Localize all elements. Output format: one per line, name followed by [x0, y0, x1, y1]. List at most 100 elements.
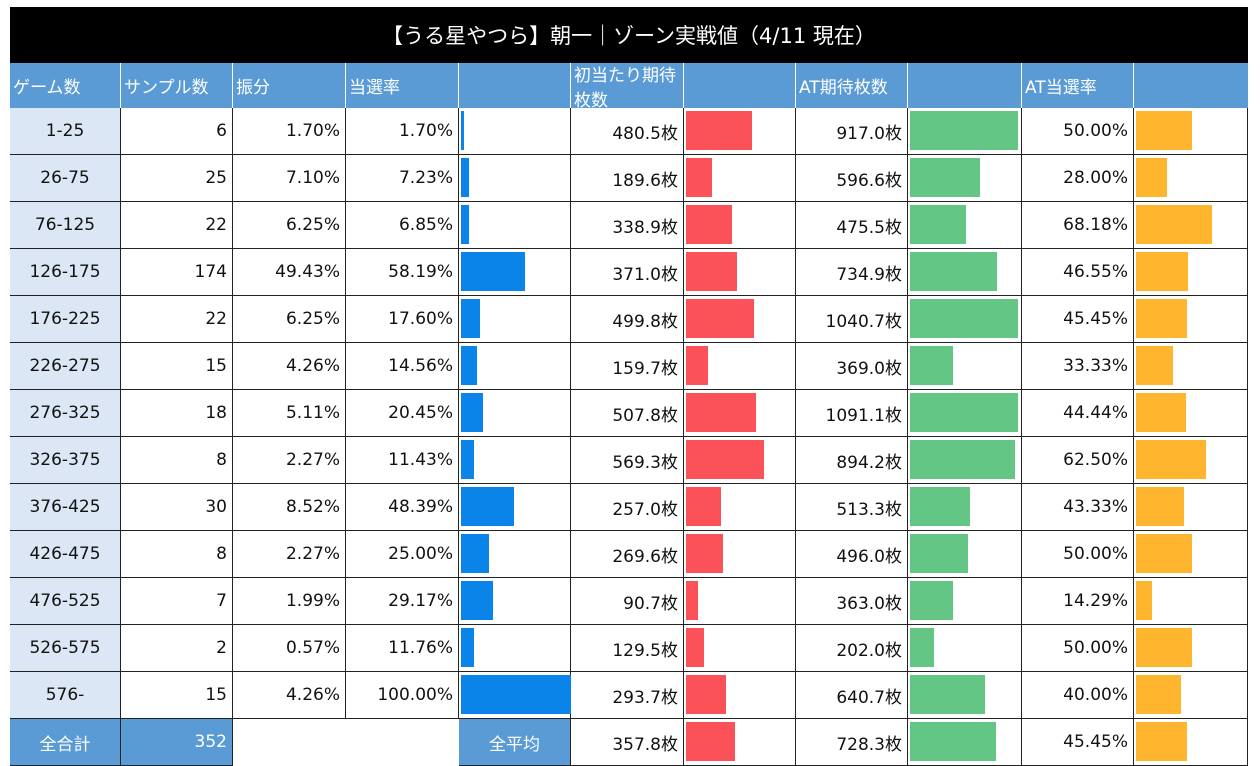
zone-cell: 426-475	[10, 531, 121, 578]
rate-bar	[461, 487, 514, 526]
header-zone: ゲーム数	[10, 63, 121, 108]
zone-cell: 376-425	[10, 484, 121, 531]
rate-bar	[461, 393, 483, 432]
header-at-rate-bar	[1134, 63, 1248, 108]
zone-cell: 276-325	[10, 390, 121, 437]
first-hit-bar	[686, 252, 737, 291]
at-bar-cell	[908, 625, 1022, 672]
first-hit-bar	[686, 628, 704, 667]
samples-cell: 8	[121, 531, 233, 578]
samples-cell: 7	[121, 578, 233, 625]
first-hit-bar	[686, 346, 708, 385]
first-hit-cell: 338.9枚	[571, 202, 684, 249]
zone-cell: 526-575	[10, 625, 121, 672]
at-rate-bar-cell	[1134, 578, 1248, 625]
at-cell: 734.9枚	[796, 249, 908, 296]
at-bar	[910, 581, 953, 620]
rate-cell: 100.00%	[346, 672, 459, 719]
at-cell: 917.0枚	[796, 108, 908, 155]
average-label: 全平均	[459, 719, 571, 766]
at-cell: 363.0枚	[796, 578, 908, 625]
first-hit-bar	[686, 534, 723, 573]
at-rate-bar	[1136, 252, 1188, 291]
first-hit-bar	[686, 487, 721, 526]
first-hit-bar-cell	[684, 155, 796, 202]
share-cell: 2.27%	[233, 531, 346, 578]
at-bar	[910, 487, 970, 526]
zone-cell: 176-225	[10, 296, 121, 343]
samples-cell: 2	[121, 625, 233, 672]
at-cell: 894.2枚	[796, 437, 908, 484]
at-bar	[910, 205, 966, 244]
share-cell: 6.25%	[233, 296, 346, 343]
at-cell: 513.3枚	[796, 484, 908, 531]
rate-bar-cell	[459, 155, 571, 202]
avg-at-bar	[910, 722, 996, 761]
rate-cell: 29.17%	[346, 578, 459, 625]
at-bar-cell	[908, 578, 1022, 625]
first-hit-cell: 189.6枚	[571, 155, 684, 202]
rate-bar	[461, 675, 571, 714]
zone-cell: 476-525	[10, 578, 121, 625]
share-cell: 49.43%	[233, 249, 346, 296]
share-cell: 1.70%	[233, 108, 346, 155]
at-rate-cell: 28.00%	[1022, 155, 1134, 202]
header-rate-bar	[459, 63, 571, 108]
at-rate-bar	[1136, 675, 1181, 714]
at-bar-cell	[908, 390, 1022, 437]
first-hit-bar	[686, 393, 756, 432]
avg-first-hit-bar	[686, 722, 735, 761]
first-hit-bar-cell	[684, 625, 796, 672]
zone-cell: 1-25	[10, 108, 121, 155]
first-hit-bar-cell	[684, 578, 796, 625]
at-cell: 496.0枚	[796, 531, 908, 578]
avg-first-hit-cell: 357.8枚	[571, 719, 684, 766]
at-cell: 1091.1枚	[796, 390, 908, 437]
at-bar	[910, 252, 997, 291]
avg-at-rate-bar	[1136, 722, 1187, 761]
first-hit-bar-cell	[684, 484, 796, 531]
at-bar-cell	[908, 249, 1022, 296]
rate-bar-cell	[459, 578, 571, 625]
rate-bar-cell	[459, 343, 571, 390]
at-bar	[910, 111, 1018, 150]
header-first-hit: 初当たり期待枚数	[571, 63, 684, 111]
at-bar	[910, 393, 1018, 432]
header-samples: サンプル数	[121, 63, 233, 108]
first-hit-cell: 159.7枚	[571, 343, 684, 390]
first-hit-bar-cell	[684, 202, 796, 249]
at-bar	[910, 299, 1018, 338]
at-bar	[910, 534, 968, 573]
first-hit-cell: 569.3枚	[571, 437, 684, 484]
zone-cell: 76-125	[10, 202, 121, 249]
at-rate-cell: 14.29%	[1022, 578, 1134, 625]
avg-at-rate-cell: 45.45%	[1022, 719, 1134, 766]
first-hit-bar-cell	[684, 672, 796, 719]
rate-bar	[461, 299, 480, 338]
first-hit-bar	[686, 675, 726, 714]
at-cell: 596.6枚	[796, 155, 908, 202]
at-rate-bar	[1136, 346, 1173, 385]
first-hit-bar-cell	[684, 343, 796, 390]
samples-cell: 18	[121, 390, 233, 437]
at-bar	[910, 440, 1015, 479]
at-bar-cell	[908, 672, 1022, 719]
at-rate-bar-cell	[1134, 202, 1248, 249]
at-rate-bar-cell	[1134, 484, 1248, 531]
first-hit-cell: 269.6枚	[571, 531, 684, 578]
at-bar-cell	[908, 484, 1022, 531]
zone-cell: 576-	[10, 672, 121, 719]
at-rate-bar	[1136, 205, 1212, 244]
first-hit-bar-cell	[684, 108, 796, 155]
rate-bar-cell	[459, 672, 571, 719]
at-rate-cell: 62.50%	[1022, 437, 1134, 484]
rate-cell: 7.23%	[346, 155, 459, 202]
first-hit-bar-cell	[684, 249, 796, 296]
at-cell: 369.0枚	[796, 343, 908, 390]
at-rate-bar-cell	[1134, 672, 1248, 719]
at-rate-bar	[1136, 628, 1192, 667]
rate-bar	[461, 534, 489, 573]
at-rate-bar	[1136, 534, 1192, 573]
at-cell: 475.5枚	[796, 202, 908, 249]
share-cell: 4.26%	[233, 343, 346, 390]
